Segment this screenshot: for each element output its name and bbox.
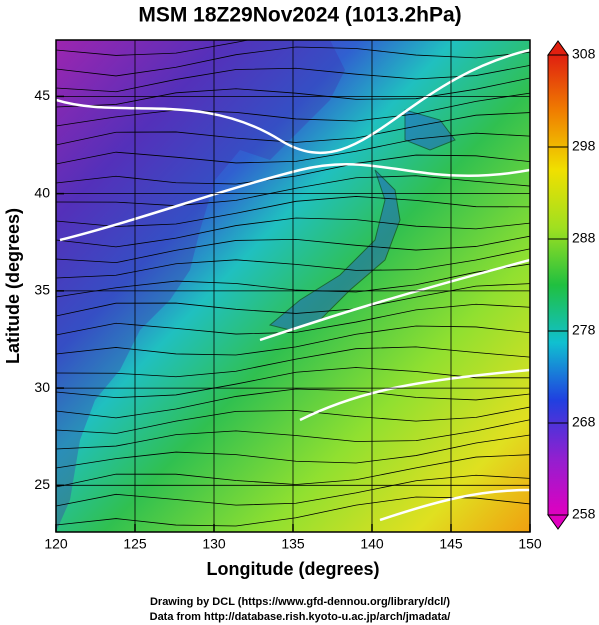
streamline	[56, 388, 530, 419]
streamlines	[56, 40, 530, 527]
colorbar-tick-label: 268	[572, 414, 596, 430]
colorbar-tick-label: 258	[572, 506, 596, 522]
streamline	[56, 325, 530, 356]
credit: Drawing by DCL (https://www.gfd-dennou.o…	[150, 596, 450, 608]
isobar	[299, 368, 530, 422]
streamline	[56, 454, 530, 488]
x-tick-label: 135	[281, 536, 305, 552]
y-axis-label: Latitude (degrees)	[3, 208, 23, 364]
streamline	[56, 196, 530, 227]
plot-frame	[55, 39, 531, 533]
streamline	[56, 367, 530, 398]
x-tick-label: 150	[518, 536, 542, 552]
isobar	[259, 258, 530, 342]
streamline	[56, 40, 251, 56]
hokkaido	[404, 109, 456, 151]
x-axis-label: Longitude (degrees)	[206, 559, 379, 579]
y-tick-label: 35	[34, 282, 50, 298]
y-tick-label: 40	[34, 184, 50, 200]
colorbar-tick-label: 288	[572, 230, 596, 246]
x-tick-label: 120	[44, 536, 68, 552]
x-tick-label: 140	[360, 536, 384, 552]
colorbar-tick-label: 278	[572, 322, 596, 338]
y-tick-label: 25	[34, 476, 50, 492]
colorbar-tick-label: 298	[572, 138, 596, 154]
isobar	[379, 488, 530, 522]
streamline	[56, 474, 530, 507]
streamline	[56, 263, 530, 298]
streamline	[56, 132, 530, 165]
streamline	[56, 175, 530, 207]
chart-title: MSM 18Z29Nov2024 (1013.2hPa)	[138, 4, 461, 27]
streamline	[56, 283, 530, 317]
streamline	[56, 303, 530, 336]
streamline	[56, 92, 530, 127]
colorbar-tick-label: 308	[572, 46, 596, 62]
land-mass	[56, 40, 345, 532]
streamline	[56, 419, 530, 450]
streamline	[56, 346, 530, 378]
x-tick-label: 145	[439, 536, 463, 552]
streamline	[56, 154, 530, 185]
streamline	[56, 406, 530, 434]
streamline	[56, 434, 530, 469]
streamline	[56, 235, 530, 264]
x-tick-label: 125	[123, 536, 147, 552]
y-tick-label: 30	[34, 379, 50, 395]
field	[56, 40, 530, 532]
colorbar-extend	[547, 514, 569, 530]
colorbar-extend	[547, 40, 569, 56]
isobars	[56, 48, 530, 522]
streamline	[56, 217, 530, 248]
x-tick-label: 130	[202, 536, 226, 552]
streamline	[56, 46, 530, 77]
streamline	[56, 112, 530, 146]
isobar	[56, 48, 530, 154]
credit: Data from http://database.rish.kyoto-u.a…	[150, 611, 451, 623]
colorbar	[547, 54, 569, 516]
streamline	[56, 248, 530, 279]
streamline	[56, 64, 530, 93]
streamline	[56, 77, 530, 108]
y-tick-label: 45	[34, 87, 50, 103]
